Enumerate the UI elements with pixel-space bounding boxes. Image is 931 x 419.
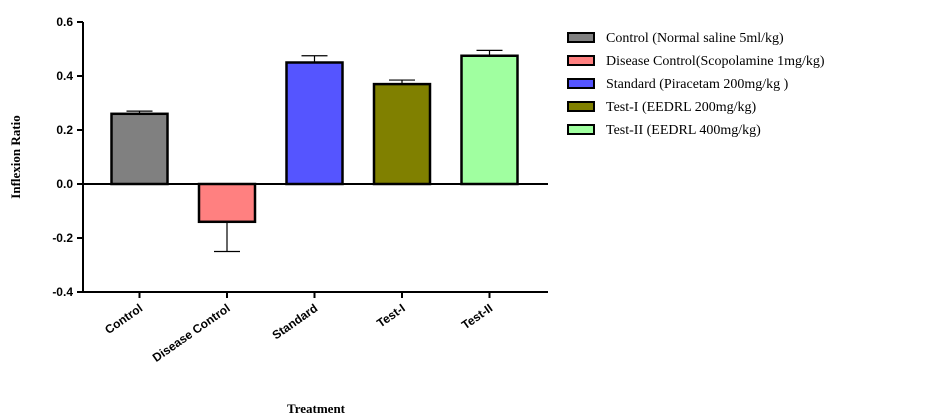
legend-swatch-1 xyxy=(567,32,595,43)
legend-label-3: Standard (Piracetam 200mg/kg ) xyxy=(606,77,789,92)
x-tick-label-standard: Standard xyxy=(270,301,321,342)
y-tick-label: 0.2 xyxy=(56,123,73,137)
y-tick-label: 0.4 xyxy=(56,69,73,83)
legend-label-2: Disease Control(Scopolamine 1mg/kg) xyxy=(606,54,825,69)
legend-swatch-5 xyxy=(567,124,595,135)
bar-control xyxy=(110,112,169,186)
x-tick-label-test-ii: Test-II xyxy=(459,301,495,332)
y-tick-label: -0.2 xyxy=(52,231,73,245)
legend: Control (Normal saline 5ml/kg) Disease Co… xyxy=(567,31,825,138)
y-tick-label: 0.6 xyxy=(56,15,73,29)
bar-test-ii xyxy=(460,54,519,186)
y-tick-label: -0.4 xyxy=(52,285,73,299)
legend-label-5: Test-II (EEDRL 400mg/kg) xyxy=(606,123,761,138)
plot-area: -0.4 -0.2 0.0 0.2 0.4 0.6 Control Disease Contr… xyxy=(52,15,548,365)
legend-label-4: Test-I (EEDRL 200mg/kg) xyxy=(606,100,756,115)
legend-swatch-4 xyxy=(567,101,595,112)
legend-swatch-2 xyxy=(567,55,595,66)
x-tick-label-control: Control xyxy=(102,301,145,337)
bar-test-i xyxy=(372,82,432,186)
bar-standard xyxy=(285,61,344,186)
legend-swatch-3 xyxy=(567,78,595,89)
bar-disease-control xyxy=(197,182,257,224)
x-tick-label-disease-control: Disease Control xyxy=(150,301,233,365)
x-axis-title: Treatment xyxy=(287,401,346,416)
legend-label-1: Control (Normal saline 5ml/kg) xyxy=(606,31,784,46)
y-axis-title: Inflexion Ratio xyxy=(8,115,23,198)
y-tick-label: 0.0 xyxy=(56,177,73,191)
x-tick-label-test-i: Test-I xyxy=(374,301,408,330)
